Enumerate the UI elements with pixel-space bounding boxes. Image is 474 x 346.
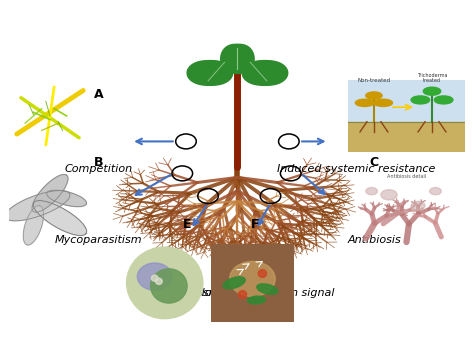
- Text: F: F: [250, 218, 259, 230]
- Text: Trichoderma
treated: Trichoderma treated: [417, 73, 447, 83]
- Polygon shape: [5, 191, 70, 221]
- Polygon shape: [23, 206, 44, 245]
- Text: Competition: Competition: [64, 164, 133, 174]
- Text: Blocking pathogen signal: Blocking pathogen signal: [194, 288, 335, 298]
- Ellipse shape: [229, 262, 275, 297]
- Circle shape: [151, 275, 158, 281]
- Ellipse shape: [411, 96, 429, 104]
- Bar: [348, 80, 465, 122]
- Circle shape: [366, 188, 377, 195]
- Ellipse shape: [223, 277, 245, 289]
- Ellipse shape: [356, 99, 374, 107]
- Text: Mycoparasitism: Mycoparasitism: [55, 235, 142, 245]
- Circle shape: [238, 291, 246, 298]
- Text: D: D: [369, 88, 380, 101]
- Circle shape: [411, 201, 425, 210]
- Bar: [348, 122, 465, 152]
- Ellipse shape: [374, 99, 392, 107]
- Ellipse shape: [137, 263, 172, 290]
- Circle shape: [258, 270, 266, 277]
- Text: E: E: [183, 218, 191, 230]
- Polygon shape: [33, 201, 87, 236]
- Polygon shape: [46, 190, 87, 207]
- Ellipse shape: [366, 92, 382, 99]
- Ellipse shape: [247, 296, 265, 304]
- Text: Antibiosis: Antibiosis: [347, 235, 401, 245]
- Text: A: A: [94, 88, 103, 101]
- Polygon shape: [221, 44, 254, 73]
- Text: Antibiosis detail: Antibiosis detail: [387, 174, 426, 179]
- Text: Non-treated: Non-treated: [357, 79, 391, 83]
- Circle shape: [151, 269, 187, 303]
- Text: C: C: [370, 156, 379, 169]
- Circle shape: [429, 188, 441, 195]
- Polygon shape: [32, 174, 68, 212]
- Ellipse shape: [257, 284, 278, 294]
- Text: Induced systemic resistance: Induced systemic resistance: [277, 164, 435, 174]
- Polygon shape: [187, 61, 233, 85]
- Circle shape: [155, 278, 162, 284]
- Text: B: B: [94, 156, 103, 169]
- Text: Antagonism: Antagonism: [154, 288, 220, 298]
- Ellipse shape: [423, 87, 441, 95]
- Circle shape: [381, 190, 397, 200]
- Circle shape: [127, 247, 203, 319]
- Polygon shape: [242, 61, 288, 85]
- Ellipse shape: [434, 96, 453, 104]
